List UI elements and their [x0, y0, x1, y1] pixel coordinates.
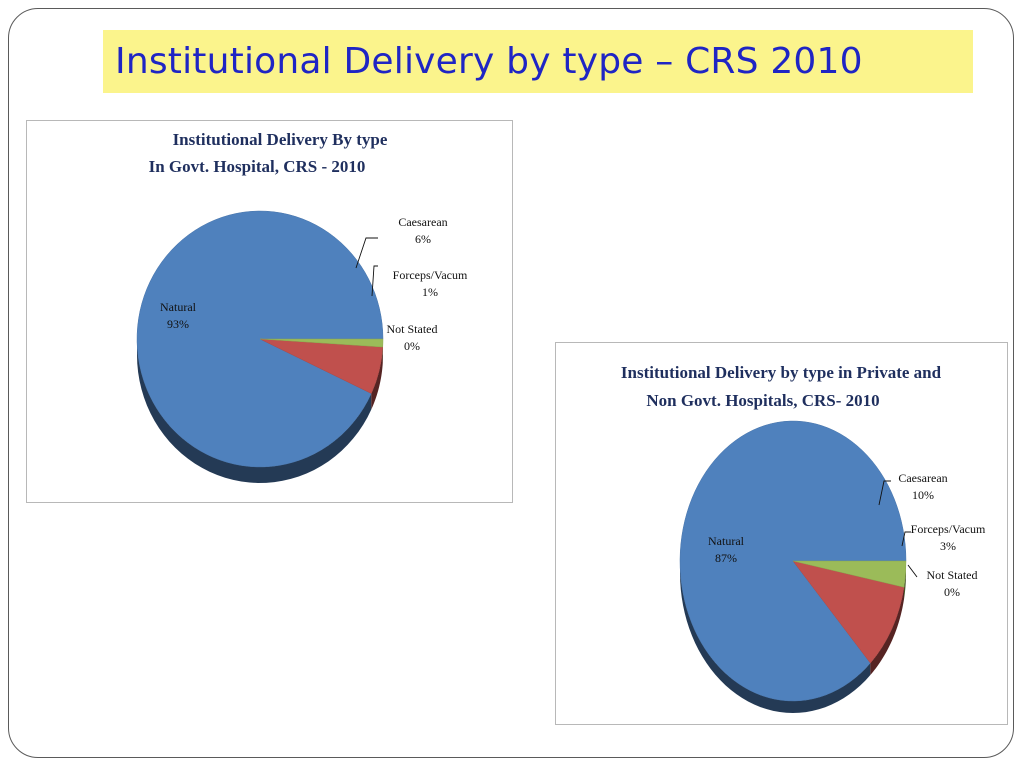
- govt-pie-svg: Institutional Delivery By type In Govt. …: [136, 130, 468, 483]
- slice-percent-natural: 93%: [167, 317, 189, 331]
- slice-name-natural: Natural: [708, 534, 745, 548]
- chart-title-line-2: In Govt. Hospital, CRS - 2010: [149, 157, 366, 176]
- slice-name-forceps-vacum: Forceps/Vacum: [911, 522, 986, 536]
- leader-line-forceps-vacum: [901, 531, 911, 547]
- pie-group: Natural 87% Caesarean 10% Forceps/Vacum 3% Not…: [679, 420, 986, 713]
- slice-percent-forceps-vacum: 1%: [422, 285, 438, 299]
- slice-name-caesarean: Caesarean: [398, 215, 447, 229]
- chart-title-line-2: Non Govt. Hospitals, CRS- 2010: [646, 391, 879, 410]
- leader-line-forceps-vacum: [371, 265, 378, 297]
- slice-name-forceps-vacum: Forceps/Vacum: [393, 268, 468, 282]
- leader-line-caesarean: [355, 237, 378, 269]
- title-bar: Institutional Delivery by type – CRS 201…: [103, 30, 973, 93]
- pie-slice-forceps-vacum: [259, 338, 384, 348]
- pie-side-caesarean: [371, 347, 383, 410]
- leader-line-caesarean: [878, 480, 891, 506]
- slice-name-natural: Natural: [160, 300, 197, 314]
- slice-percent-caesarean: 10%: [912, 488, 934, 502]
- slice-percent-caesarean: 6%: [415, 232, 431, 246]
- private-pie-svg: Institutional Delivery by type in Privat…: [621, 363, 986, 713]
- pie-group: Natural 93% Caesarean 6% Forceps/Vacum 1% Not …: [136, 210, 468, 483]
- slice-percent-not-stated: 0%: [944, 585, 960, 599]
- slice-percent-forceps-vacum: 3%: [940, 539, 956, 553]
- slice-name-not-stated: Not Stated: [387, 322, 438, 336]
- slice-name-not-stated: Not Stated: [927, 568, 978, 582]
- chart-title-line-1: Institutional Delivery by type in Privat…: [621, 363, 942, 382]
- slice-name-caesarean: Caesarean: [898, 471, 947, 485]
- chart-title-line-1: Institutional Delivery By type: [173, 130, 388, 149]
- govt-hospital-pie-chart: Institutional Delivery By type In Govt. …: [26, 120, 513, 503]
- slide-title: Institutional Delivery by type – CRS 201…: [115, 41, 863, 82]
- slice-percent-not-stated: 0%: [404, 339, 420, 353]
- private-hospital-pie-chart: Institutional Delivery by type in Privat…: [555, 342, 1008, 725]
- pie-side-caesarean: [870, 587, 904, 676]
- pie-slice-caesarean: [792, 560, 905, 664]
- slice-percent-natural: 87%: [715, 551, 737, 565]
- pie-slice-forceps-vacum: [792, 560, 907, 588]
- leader-line-not-stated: [907, 564, 918, 578]
